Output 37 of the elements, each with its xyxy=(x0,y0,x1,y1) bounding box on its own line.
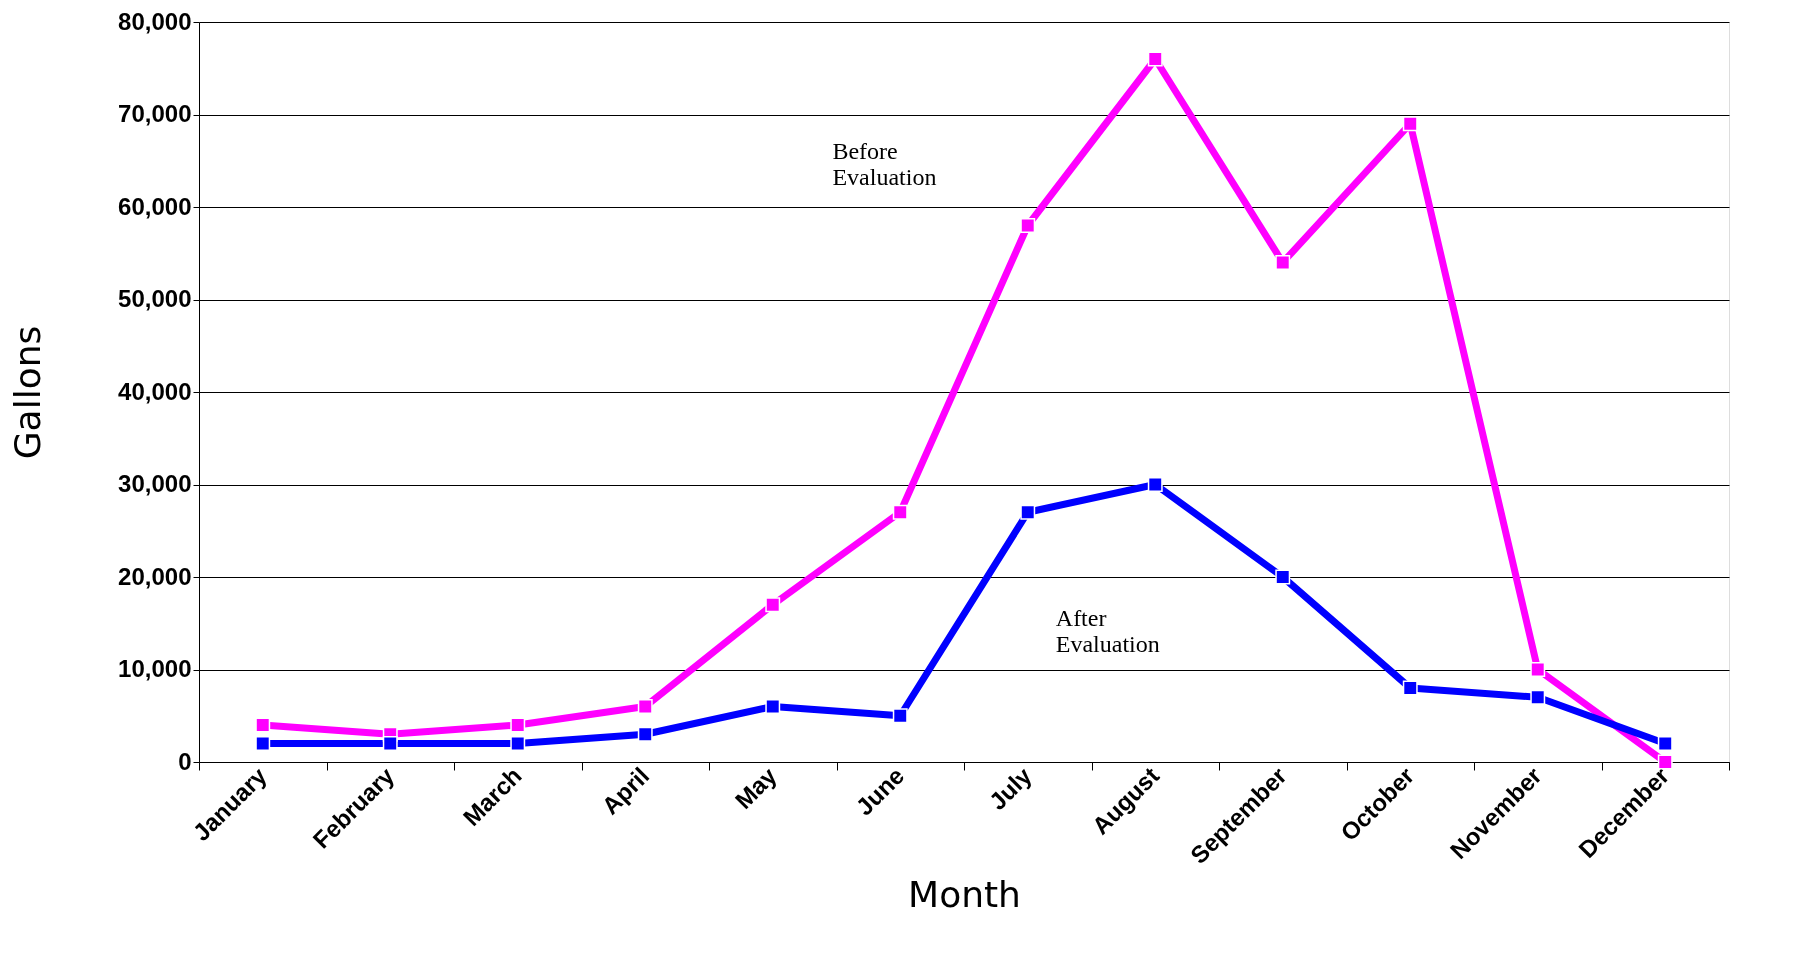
point xyxy=(765,597,781,613)
y-tick-label: 30,000 xyxy=(118,470,192,497)
point xyxy=(255,736,271,751)
point xyxy=(1275,255,1291,270)
point xyxy=(1657,736,1673,751)
x-tick-label: May xyxy=(729,761,783,814)
y-tick-label: 20,000 xyxy=(118,562,192,590)
point xyxy=(255,717,271,733)
point xyxy=(510,717,526,733)
y-tick-label: 60,000 xyxy=(118,192,192,220)
point xyxy=(892,708,908,724)
point xyxy=(1402,680,1418,696)
point xyxy=(382,736,398,751)
annotation: Before Evaluation xyxy=(832,138,937,191)
point xyxy=(1657,754,1673,770)
point xyxy=(1530,689,1546,705)
point xyxy=(637,726,653,742)
x-axis-title: Month xyxy=(908,873,1021,915)
y-tick-label: 40,000 xyxy=(118,377,192,405)
y-axis-title: Gallons xyxy=(7,325,49,460)
y-tick-label: 70,000 xyxy=(118,100,192,127)
y-tick-label: 50,000 xyxy=(118,285,192,312)
point xyxy=(1402,116,1418,132)
point xyxy=(1020,218,1036,233)
point xyxy=(637,699,653,714)
point xyxy=(1020,504,1036,520)
point xyxy=(765,699,781,714)
point xyxy=(892,504,908,520)
point xyxy=(1147,51,1163,67)
y-tick-label: 80,000 xyxy=(118,7,192,35)
point xyxy=(1147,477,1163,492)
point xyxy=(1275,569,1291,585)
annotation: After Evaluation xyxy=(1055,604,1160,657)
y-tick-label: 10,000 xyxy=(118,655,192,682)
point xyxy=(1530,662,1546,677)
point xyxy=(510,736,526,751)
y-tick-label: 0 xyxy=(178,747,192,775)
